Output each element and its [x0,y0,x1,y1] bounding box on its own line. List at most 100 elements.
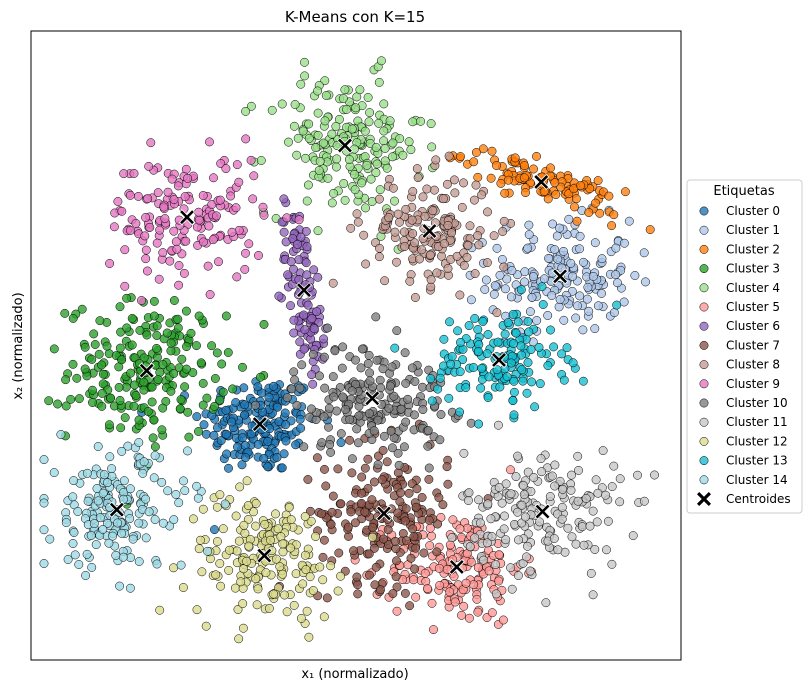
data-point [503,318,513,328]
data-point [559,246,568,256]
data-point [143,407,153,416]
data-point [180,486,190,496]
data-point [483,330,493,339]
data-point [174,261,184,270]
data-point [302,196,312,206]
data-point [539,274,549,284]
data-point [309,265,319,275]
data-point [464,613,474,623]
data-point [564,214,574,224]
data-point [127,340,137,350]
data-point [379,136,389,146]
data-point [175,404,185,414]
data-point [241,106,251,116]
data-point [328,372,338,382]
data-point [483,499,493,509]
data-point [478,317,488,326]
legend-label: Cluster 9 [726,377,780,391]
data-point [367,495,377,505]
data-point [459,448,469,458]
data-point [393,209,403,219]
data-point [317,438,327,448]
data-point [509,339,518,349]
data-point [336,499,346,509]
data-point [308,586,318,595]
data-point [508,396,518,406]
data-point [171,490,181,499]
data-point [125,514,135,524]
data-point [330,346,340,356]
data-point [401,504,411,514]
data-point [378,364,388,374]
data-point [300,57,309,67]
data-point [456,152,465,162]
data-point [434,493,444,503]
data-point [355,85,365,95]
legend-marker [699,379,709,389]
data-point [306,404,316,414]
data-point [559,375,569,385]
data-point [483,393,493,402]
data-point [299,310,309,320]
data-point [234,536,244,546]
data-point [130,380,140,390]
data-point [318,552,328,562]
data-point [506,358,516,368]
data-point [282,393,292,403]
data-point [544,253,554,263]
data-point [517,365,527,375]
data-point [308,379,318,389]
data-point [157,477,167,487]
data-point [518,481,528,490]
data-point [404,137,414,147]
data-point [385,381,395,391]
data-point [389,391,399,401]
data-point [171,237,181,247]
data-point [476,383,486,393]
data-point [290,100,300,109]
data-point [499,216,509,226]
data-point [345,415,355,424]
data-point [141,213,151,222]
data-point [613,278,622,288]
data-point [254,251,263,260]
data-point [77,304,87,314]
data-point [550,460,560,470]
data-point [573,301,582,311]
data-point [352,424,362,434]
data-point [332,141,342,151]
data-point [119,476,129,486]
data-point [232,546,242,556]
data-point [588,590,598,600]
data-point [641,277,650,287]
data-point [227,417,237,427]
data-point [492,243,502,253]
data-point [645,225,655,235]
data-point [523,358,533,367]
data-point [192,341,201,351]
data-point [80,342,90,352]
legend-marker [699,436,709,446]
data-point [551,190,561,200]
data-point [388,138,398,148]
data-point [465,221,475,231]
data-point [391,572,401,582]
data-point [567,532,577,542]
data-point [248,194,258,204]
data-point [212,348,222,358]
data-point [326,447,336,457]
data-point [238,362,247,372]
data-point [308,349,318,359]
data-point [604,191,614,201]
data-point [607,559,617,569]
data-point [379,534,388,544]
data-point [300,71,310,81]
data-point [506,465,515,475]
data-point [198,400,208,410]
data-point [357,178,367,188]
data-point [357,344,367,354]
data-point [218,524,228,534]
data-point [459,178,468,188]
data-point [550,481,560,491]
data-point [72,373,82,383]
